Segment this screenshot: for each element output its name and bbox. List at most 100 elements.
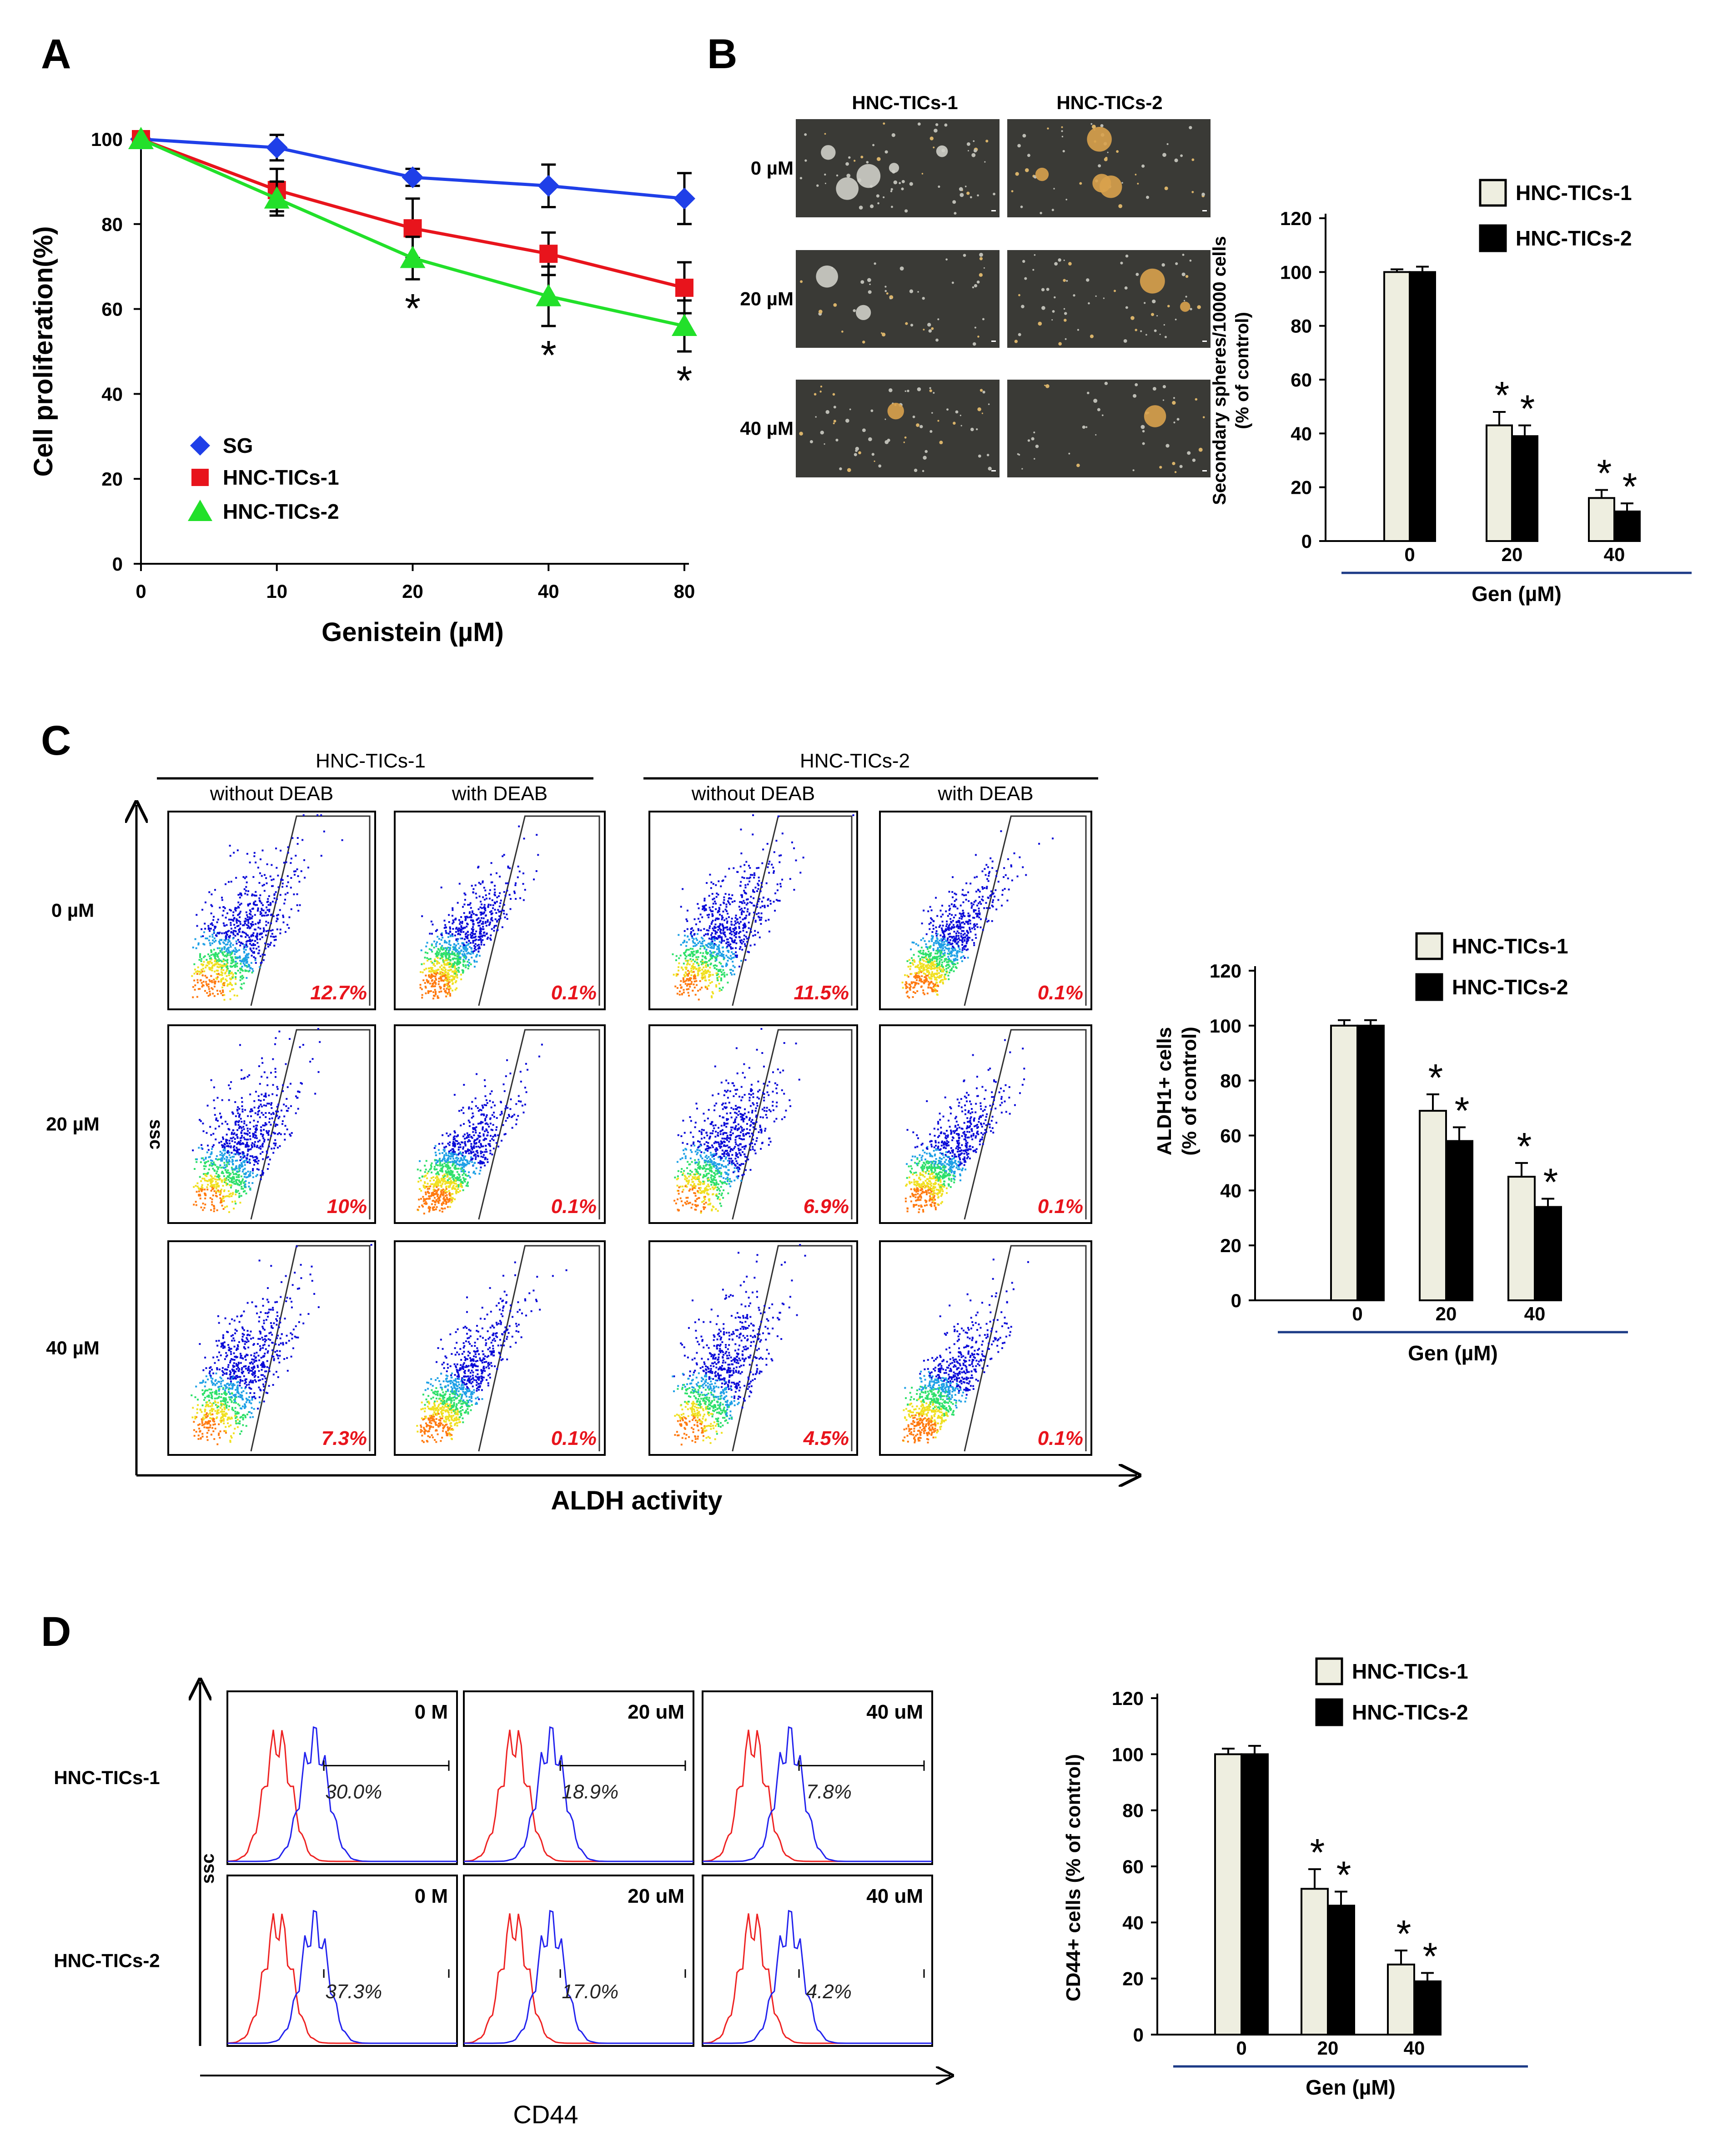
event	[941, 961, 944, 963]
event	[244, 969, 246, 972]
event	[718, 941, 721, 943]
event	[212, 953, 214, 955]
event	[953, 958, 955, 961]
event	[949, 942, 951, 944]
event	[953, 931, 955, 933]
speckle	[1163, 324, 1165, 326]
event	[267, 914, 269, 916]
speckle	[833, 303, 837, 307]
event	[959, 923, 961, 925]
event	[237, 969, 239, 972]
event	[231, 1178, 233, 1181]
event	[925, 958, 928, 960]
sphere	[1140, 268, 1165, 294]
event	[434, 991, 437, 993]
event	[918, 972, 920, 974]
event	[951, 876, 954, 878]
event	[955, 952, 958, 954]
event	[694, 975, 696, 978]
event	[929, 906, 931, 908]
event	[711, 946, 713, 948]
event	[231, 972, 233, 974]
event	[238, 1114, 241, 1117]
event	[935, 897, 937, 899]
event	[758, 900, 760, 903]
event	[771, 863, 773, 866]
y-axis-title: ssc	[146, 1119, 166, 1150]
event	[930, 952, 932, 954]
event	[287, 846, 289, 848]
event	[217, 966, 220, 968]
event	[277, 914, 279, 916]
event	[926, 965, 928, 967]
event	[223, 946, 226, 948]
event	[451, 980, 453, 982]
event	[198, 1188, 201, 1191]
event	[307, 867, 309, 869]
event	[718, 976, 720, 978]
event	[948, 943, 950, 946]
event	[297, 1108, 299, 1110]
event	[694, 973, 696, 976]
event	[239, 979, 241, 981]
speckle	[970, 196, 972, 199]
event	[231, 1152, 233, 1154]
event	[931, 940, 933, 942]
event	[920, 985, 923, 988]
scale-bar	[991, 341, 996, 342]
event	[962, 912, 964, 914]
event	[923, 963, 925, 966]
event	[205, 981, 207, 983]
event	[737, 871, 739, 873]
event	[471, 934, 473, 937]
event	[936, 984, 939, 987]
event	[217, 1158, 220, 1160]
event	[467, 904, 469, 906]
event	[244, 1164, 246, 1166]
event	[748, 865, 750, 867]
event	[237, 939, 239, 941]
speckle	[1063, 259, 1065, 261]
event	[440, 933, 442, 936]
event	[928, 972, 930, 974]
speckle	[1140, 330, 1142, 332]
event	[213, 948, 215, 951]
event	[226, 943, 229, 946]
speckle	[927, 323, 931, 327]
event	[949, 923, 951, 926]
event	[440, 978, 442, 980]
event	[987, 880, 990, 882]
event	[232, 1160, 234, 1162]
event	[692, 989, 694, 992]
event	[710, 943, 713, 945]
event	[728, 893, 730, 896]
event	[684, 934, 686, 937]
event	[733, 867, 735, 869]
event	[239, 1137, 241, 1139]
speckle	[824, 443, 825, 445]
event	[237, 1124, 240, 1126]
data-point	[264, 186, 290, 209]
event	[251, 1108, 253, 1110]
event	[713, 936, 716, 938]
event	[223, 1178, 226, 1181]
event	[937, 948, 939, 951]
event	[243, 960, 245, 963]
event	[212, 939, 214, 942]
event	[231, 1182, 234, 1184]
event	[285, 861, 287, 863]
event	[747, 951, 749, 953]
event	[702, 908, 704, 910]
event	[239, 1159, 241, 1161]
event	[687, 983, 689, 985]
event	[241, 1151, 244, 1153]
event	[456, 970, 458, 973]
event	[762, 848, 764, 851]
event	[222, 978, 224, 980]
event	[211, 980, 213, 982]
event	[236, 907, 238, 909]
event	[746, 941, 748, 943]
event	[454, 988, 457, 991]
event	[261, 1112, 263, 1114]
sphere-image	[796, 380, 1000, 477]
